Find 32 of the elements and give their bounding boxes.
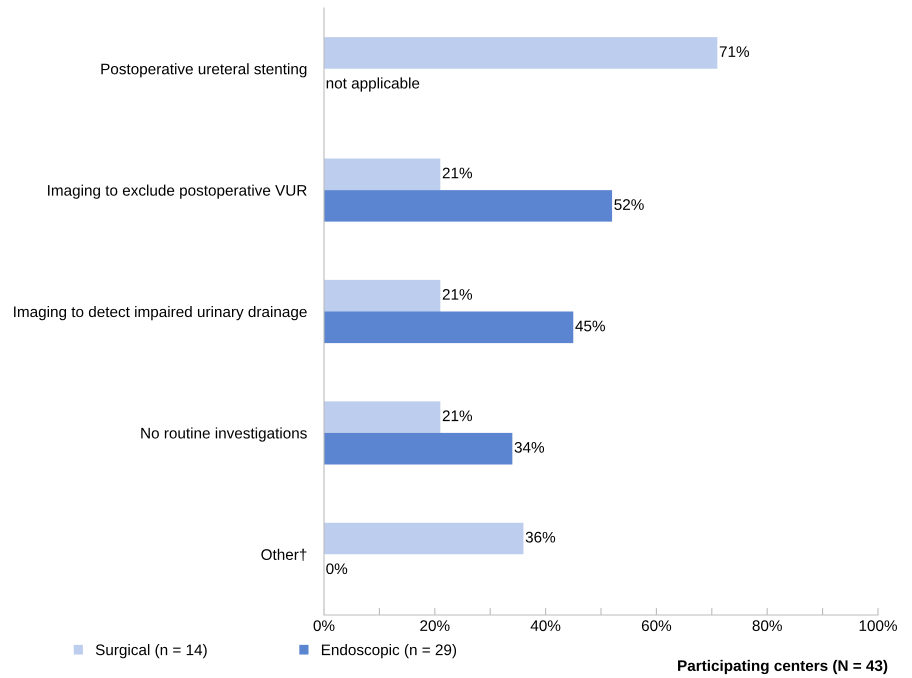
x-tick-label: 0% (314, 620, 334, 632)
legend-label: Surgical (n = 14) (96, 644, 207, 658)
y-tick-label: Other† (261, 548, 306, 561)
data-label: 34% (514, 442, 544, 453)
data-label: 45% (575, 320, 605, 332)
y-tick-label: Imaging to exclude postoperative VUR (48, 184, 307, 199)
data-label: 36% (526, 532, 556, 543)
bar (324, 280, 440, 312)
bar (324, 432, 512, 464)
legend-label: Endoscopic (n = 29) (322, 644, 456, 658)
bar (324, 522, 524, 554)
bar (324, 401, 440, 433)
y-tick-label: Postoperative ureteral stenting (101, 63, 306, 78)
data-label: 71% (720, 46, 750, 57)
x-axis-title: Participating centers (N = 43) (678, 660, 888, 674)
x-tick-label: 80% (752, 620, 782, 632)
bar (324, 190, 612, 222)
x-tick-label: 20% (420, 620, 450, 632)
text: not applicable (326, 77, 420, 92)
bar (324, 37, 718, 69)
x-tick-label: 40% (530, 620, 560, 632)
data-label: 0% (326, 563, 348, 574)
x-tick-label: 60% (642, 620, 672, 632)
data-label: 21% (442, 168, 472, 178)
y-tick-label: Imaging to detect impaired urinary drainage (14, 306, 307, 320)
bar (324, 312, 574, 344)
data-label: 52% (614, 199, 644, 210)
x-tick-label: 100% (860, 620, 897, 632)
bar (324, 158, 440, 190)
y-tick-label: No routine investigations (141, 427, 307, 442)
data-label: 21% (442, 289, 472, 300)
data-label: 21% (442, 410, 472, 422)
